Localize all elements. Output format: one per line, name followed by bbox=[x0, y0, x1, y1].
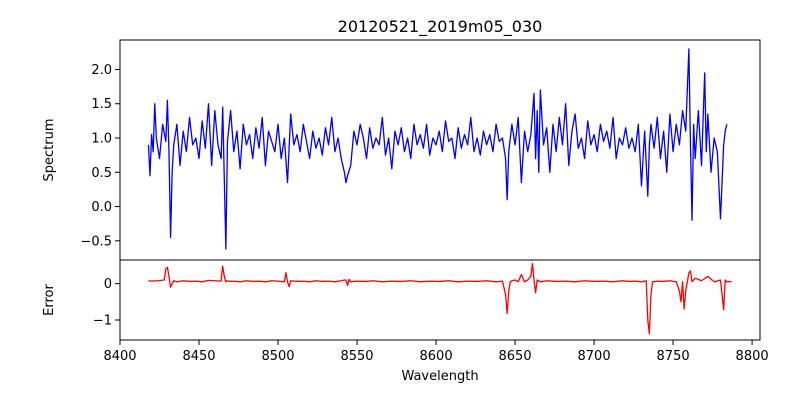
spectrum-y-tick-label: 1.0 bbox=[91, 132, 112, 147]
error-series-line bbox=[148, 262, 732, 335]
x-tick-label: 8700 bbox=[578, 349, 611, 364]
spectrum-y-axis-label: Spectrum bbox=[42, 119, 57, 182]
spectrum-series-line bbox=[147, 48, 728, 250]
spectrum-y-tick-label: −0.5 bbox=[80, 234, 112, 249]
x-tick-label: 8450 bbox=[182, 349, 215, 364]
x-tick-label: 8550 bbox=[340, 349, 373, 364]
spectrum-y-tick-label: 0.0 bbox=[91, 200, 112, 215]
error-y-tick-label: 0 bbox=[104, 277, 112, 292]
error-y-tick-label: −1 bbox=[93, 314, 112, 329]
error-y-ticks: −1 0 bbox=[93, 277, 120, 329]
x-axis-ticks: 8400 8450 8500 8550 8600 8650 8700 8750 8800 bbox=[103, 340, 769, 364]
x-tick-label: 8750 bbox=[657, 349, 690, 364]
x-tick-label: 8650 bbox=[499, 349, 532, 364]
chart-title: 20120521_2019m05_030 bbox=[338, 17, 543, 37]
x-tick-label: 8800 bbox=[736, 349, 769, 364]
error-panel: −1 0 Error 8400 8450 8500 8550 8600 8650 8700 87… bbox=[42, 259, 769, 384]
spectrum-y-tick-label: 0.5 bbox=[91, 166, 112, 181]
spectrum-y-tick-label: 2.0 bbox=[91, 63, 112, 78]
spectrum-y-ticks: −0.5 0.0 0.5 1.0 1.5 2.0 bbox=[80, 63, 120, 249]
error-y-axis-label: Error bbox=[42, 284, 57, 316]
error-plot-area bbox=[120, 260, 760, 340]
x-tick-label: 8600 bbox=[420, 349, 453, 364]
x-axis-label: Wavelength bbox=[401, 369, 478, 384]
spectrum-plot-area bbox=[120, 40, 760, 260]
spectrum-panel: −0.5 0.0 0.5 1.0 1.5 2.0 Spectrum bbox=[42, 39, 761, 261]
error-axes-frame bbox=[119, 259, 761, 341]
spectrum-y-tick-label: 1.5 bbox=[91, 97, 112, 112]
x-tick-label: 8500 bbox=[261, 349, 294, 364]
x-tick-label: 8400 bbox=[103, 349, 136, 364]
